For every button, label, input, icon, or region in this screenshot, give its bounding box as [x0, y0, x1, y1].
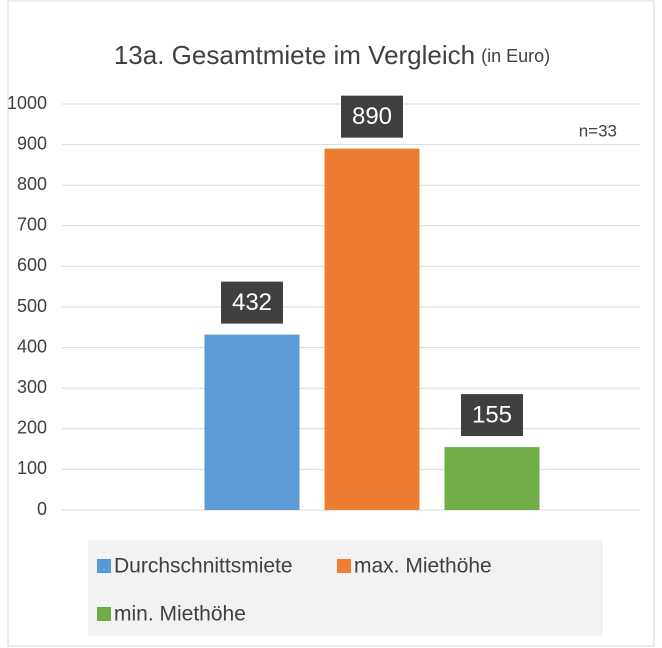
legend-box	[88, 540, 603, 636]
bar	[324, 148, 420, 510]
legend-label: max. Miethöhe	[354, 555, 492, 578]
legend-swatch	[97, 559, 111, 573]
chart-title: 13a. Gesamtmiete im Vergleich (in Euro)	[114, 40, 550, 70]
legend-label: Durchschnittsmiete	[114, 555, 293, 578]
bar	[204, 334, 300, 510]
annotation: n=33	[579, 121, 617, 140]
data-label-box	[341, 95, 403, 138]
bar	[444, 447, 540, 510]
y-tick-label: 600	[17, 255, 47, 275]
legend-swatch	[337, 559, 351, 573]
y-tick-label: 400	[17, 336, 47, 356]
data-label: 890	[352, 103, 392, 130]
y-tick-label: 1000	[7, 93, 47, 113]
title: 13a. Gesamtmiete im Vergleich	[114, 40, 475, 70]
y-tick-label: 300	[17, 377, 47, 397]
y-tick-label: 800	[17, 174, 47, 194]
legend-swatch	[97, 607, 111, 621]
y-tick-label: 700	[17, 215, 47, 235]
data-label: 432	[232, 289, 272, 316]
data-label-box	[221, 281, 283, 324]
data-label: 155	[472, 401, 512, 428]
legend-label: min. Miethöhe	[114, 603, 246, 626]
y-tick-label: 900	[17, 133, 47, 153]
subtitle: (in Euro)	[481, 46, 550, 66]
data-label-box	[461, 394, 523, 437]
y-tick-label: 0	[37, 499, 47, 519]
y-tick-label: 100	[17, 458, 47, 478]
y-tick-label: 200	[17, 418, 47, 438]
y-tick-label: 500	[17, 296, 47, 316]
